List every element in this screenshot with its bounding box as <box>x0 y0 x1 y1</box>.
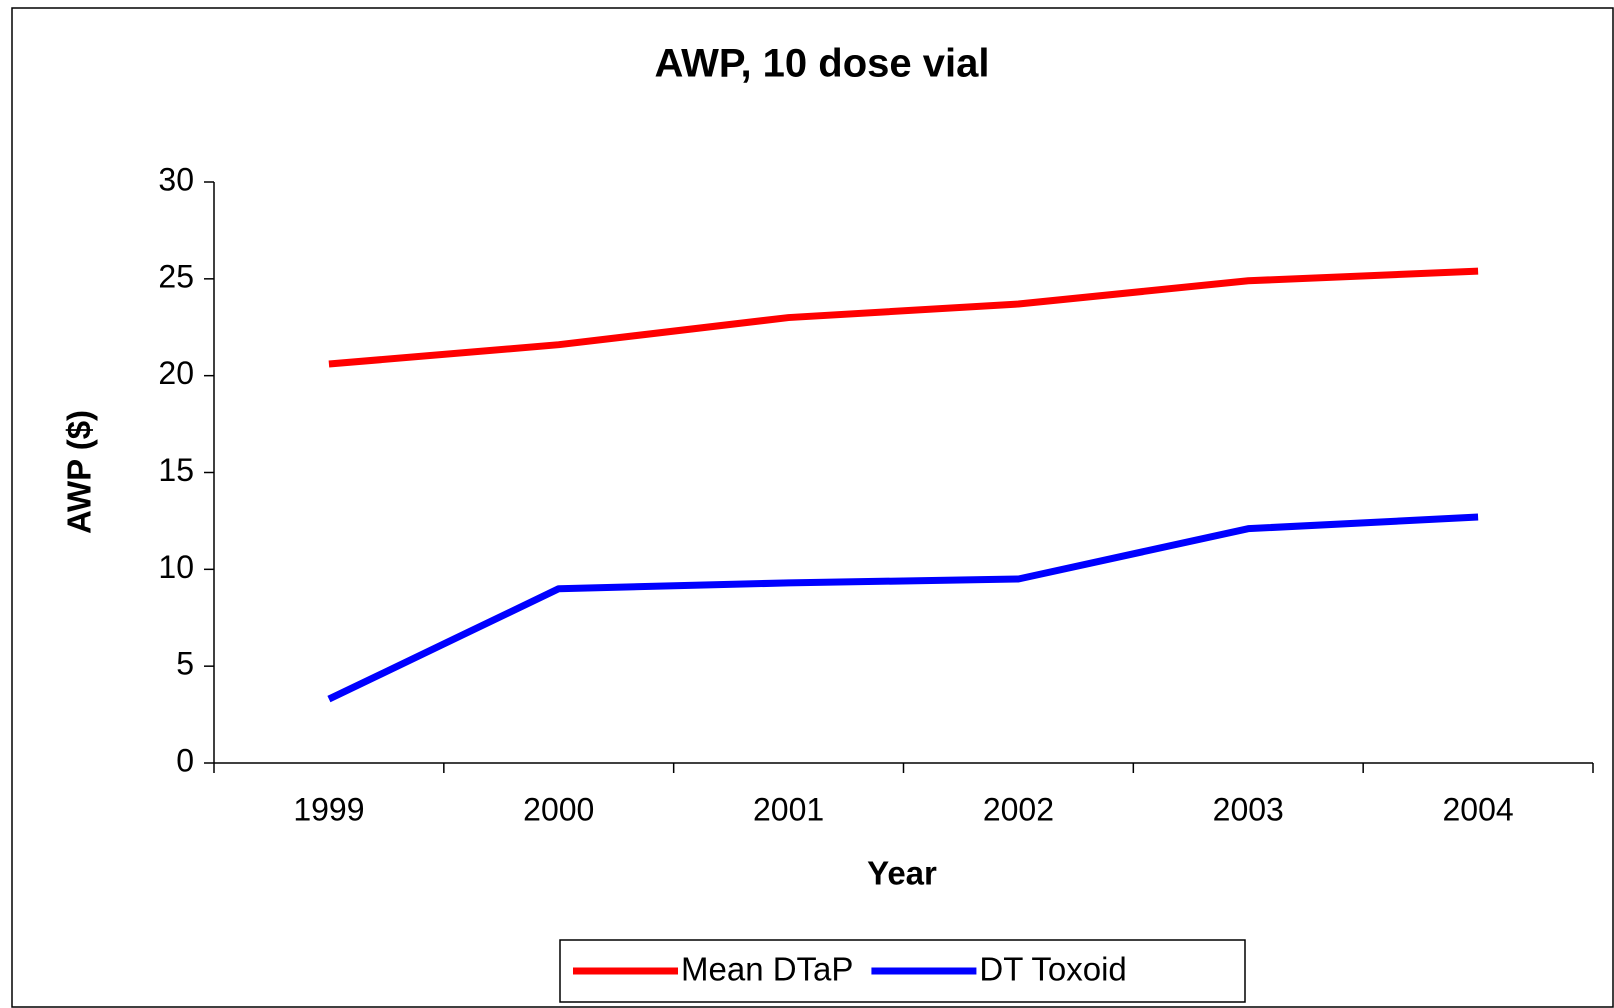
chart-border <box>11 7 1614 1008</box>
y-tick-label: 15 <box>158 452 194 488</box>
series-line <box>327 513 1479 703</box>
y-axis-title: AWP ($) <box>61 410 98 534</box>
chart-title: AWP, 10 dose vial <box>655 42 990 86</box>
x-tick-label: 1999 <box>293 791 364 827</box>
legend-label: DT Toxoid <box>979 951 1126 988</box>
series-line <box>328 267 1479 368</box>
y-tick-label: 25 <box>158 258 194 294</box>
x-tick-label: 2003 <box>1213 791 1284 827</box>
y-tick-label: 5 <box>176 646 194 682</box>
x-tick-label: 2004 <box>1442 791 1513 827</box>
x-tick-label: 2001 <box>753 791 824 827</box>
legend-label: Mean DTaP <box>681 951 853 988</box>
x-axis-title: Year <box>867 855 937 892</box>
x-tick-label: 2002 <box>983 791 1054 827</box>
y-tick-label: 30 <box>158 161 194 197</box>
y-tick-label: 20 <box>158 355 194 391</box>
x-tick-label: 2000 <box>523 791 594 827</box>
y-tick-label: 0 <box>176 742 194 778</box>
y-tick-label: 10 <box>158 549 194 585</box>
